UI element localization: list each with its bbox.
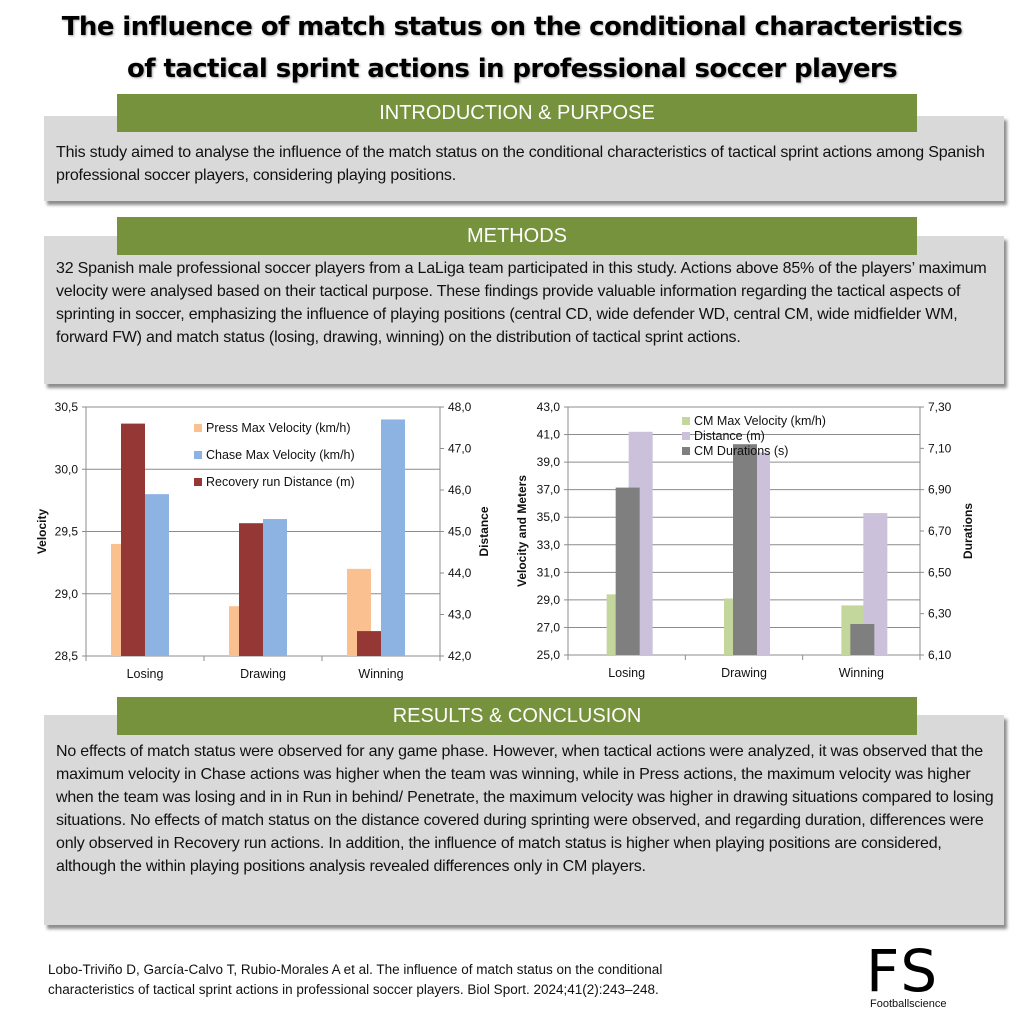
y-tick-label: 30,5: [55, 400, 79, 414]
y2-tick-label: 42,0: [448, 649, 472, 663]
legend-label: Chase Max Velocity (km/h): [206, 448, 355, 462]
citation: Lobo-Triviño D, García-Calvo T, Rubio-Mo…: [48, 960, 808, 1000]
y2-tick-label: 46,0: [448, 483, 472, 497]
chart-2-svg: 25,0 27,0 29,0 31,0 33,0 35,0 37,0 39,0 41,0 43,0…: [515, 400, 975, 680]
x-category-label: Losing: [608, 666, 645, 680]
y-axis-title: Velocity and Meters: [515, 475, 529, 587]
chart-cm-velocity-distance-duration: 25,0 27,0 29,0 31,0 33,0 35,0 37,0 39,0 41,0 43,0…: [510, 395, 1000, 695]
results-box: [44, 715, 1004, 925]
bar: [239, 523, 263, 656]
y-tick-label: 27,0: [537, 620, 561, 634]
y-tick-label: 39,0: [537, 455, 561, 469]
citation-line-2: characteristics of tactical sprint actio…: [48, 982, 659, 997]
y-tick-label: 25,0: [537, 648, 561, 662]
bar: [615, 487, 640, 655]
y2-tick-label: 48,0: [448, 400, 472, 414]
y2-tick-label: 7,30: [928, 400, 952, 414]
bar: [850, 624, 875, 655]
y-tick-label: 35,0: [537, 510, 561, 524]
legend-swatch: [682, 432, 690, 440]
citation-line-1: Lobo-Triviño D, García-Calvo T, Rubio-Mo…: [48, 962, 663, 977]
legend-swatch: [682, 447, 690, 455]
results-text: No effects of match status were observed…: [56, 743, 994, 875]
y-tick-label: 41,0: [537, 428, 561, 442]
bar: [263, 519, 287, 656]
x-category-label: Winning: [839, 666, 884, 680]
y-tick-label: 33,0: [537, 538, 561, 552]
legend-label: Distance (m): [694, 429, 765, 443]
y2-tick-label: 6,50: [928, 565, 952, 579]
footballscience-logo: FS Footballscience: [866, 942, 991, 1014]
x-category-label: Drawing: [721, 666, 767, 680]
legend-swatch: [682, 417, 690, 425]
bar: [121, 423, 145, 656]
y2-tick-label: 43,0: [448, 608, 472, 622]
title-line-2: of tactical sprint actions in profession…: [127, 54, 898, 84]
x-category-label: Losing: [127, 667, 164, 681]
legend-label: CM Durations (s): [694, 444, 788, 458]
legend-label: Press Max Velocity (km/h): [206, 421, 350, 435]
bar: [145, 494, 169, 656]
title-line-1: The influence of match status on the con…: [61, 12, 963, 42]
intro-heading: INTRODUCTION & PURPOSE: [117, 94, 917, 132]
bar: [357, 631, 381, 656]
poster-title: The influence of match status on the con…: [0, 6, 1024, 90]
methods-heading: METHODS: [117, 217, 917, 255]
legend-label: CM Max Velocity (km/h): [694, 414, 826, 428]
y-tick-label: 43,0: [537, 400, 561, 414]
legend-label: Recovery run Distance (m): [206, 475, 355, 489]
legend-swatch: [194, 424, 202, 432]
y2-tick-label: 6,10: [928, 648, 952, 662]
chart-press-chase-recovery: 28,5 29,0 29,5 30,0 30,5 42,0 43,0 44,0 45,0 46,0…: [30, 395, 500, 695]
y2-tick-label: 44,0: [448, 566, 472, 580]
y-tick-label: 31,0: [537, 565, 561, 579]
chart-1-svg: 28,5 29,0 29,5 30,0 30,5 42,0 43,0 44,0 45,0 46,0…: [35, 400, 491, 681]
y2-tick-label: 7,10: [928, 441, 952, 455]
bar: [381, 419, 405, 656]
methods-text: 32 Spanish male professional soccer play…: [56, 260, 987, 346]
y-tick-label: 29,0: [55, 587, 79, 601]
y2-axis-title: Distance: [477, 506, 491, 556]
y-tick-label: 29,0: [537, 593, 561, 607]
intro-text: This study aimed to analyse the influenc…: [56, 144, 985, 184]
y2-axis-title: Durations: [961, 503, 975, 559]
y-tick-label: 28,5: [55, 649, 79, 663]
results-heading: RESULTS & CONCLUSION: [117, 697, 917, 735]
legend-swatch: [194, 451, 202, 459]
y2-tick-label: 6,90: [928, 483, 952, 497]
y2-tick-label: 6,30: [928, 607, 952, 621]
methods-box: [44, 236, 1004, 384]
y-tick-label: 29,5: [55, 525, 79, 539]
y2-tick-label: 45,0: [448, 525, 472, 539]
x-category-label: Winning: [358, 667, 403, 681]
y2-tick-label: 6,70: [928, 524, 952, 538]
legend-swatch: [194, 478, 202, 486]
y-tick-label: 30,0: [55, 462, 79, 476]
bar: [733, 444, 757, 655]
x-category-label: Drawing: [240, 667, 286, 681]
logo-name: Footballscience: [870, 998, 947, 1010]
logo-mark: FS: [866, 937, 940, 1005]
y2-tick-label: 47,0: [448, 442, 472, 456]
y-axis-title: Velocity: [35, 508, 49, 554]
y-tick-label: 37,0: [537, 483, 561, 497]
